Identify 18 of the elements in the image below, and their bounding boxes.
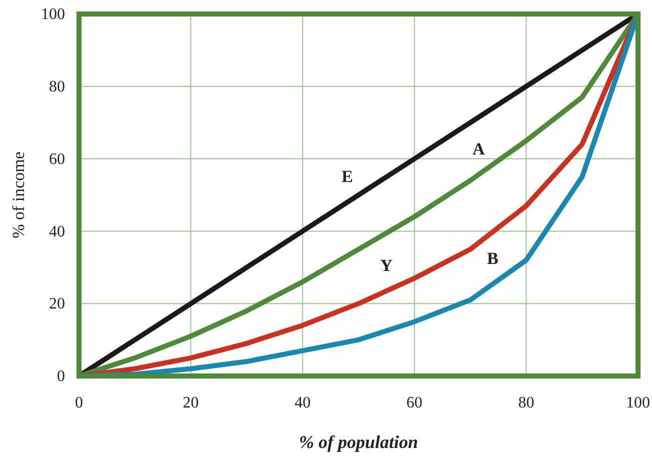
y-tick-label: 40	[49, 223, 65, 240]
series-label: E	[342, 167, 353, 186]
x-axis-title: % of population	[298, 432, 418, 452]
series-label: Y	[380, 256, 393, 275]
x-tick-label: 80	[518, 394, 534, 412]
y-tick-label: 80	[49, 78, 65, 96]
y-tick-label: 0	[57, 368, 65, 386]
y-tick-label: 20	[49, 296, 65, 313]
y-axis-title: % of income	[9, 152, 28, 238]
x-tick-label: 20	[182, 394, 199, 412]
y-tick-label: 60	[49, 150, 65, 168]
x-tick-label: 0	[75, 394, 83, 412]
series-label: B	[486, 248, 498, 268]
x-tick-label: 40	[294, 394, 311, 412]
x-tick-label: 100	[626, 394, 650, 412]
series-label: A	[472, 139, 486, 158]
y-tick-label: 100	[41, 6, 65, 24]
x-tick-label: 60	[406, 394, 422, 412]
